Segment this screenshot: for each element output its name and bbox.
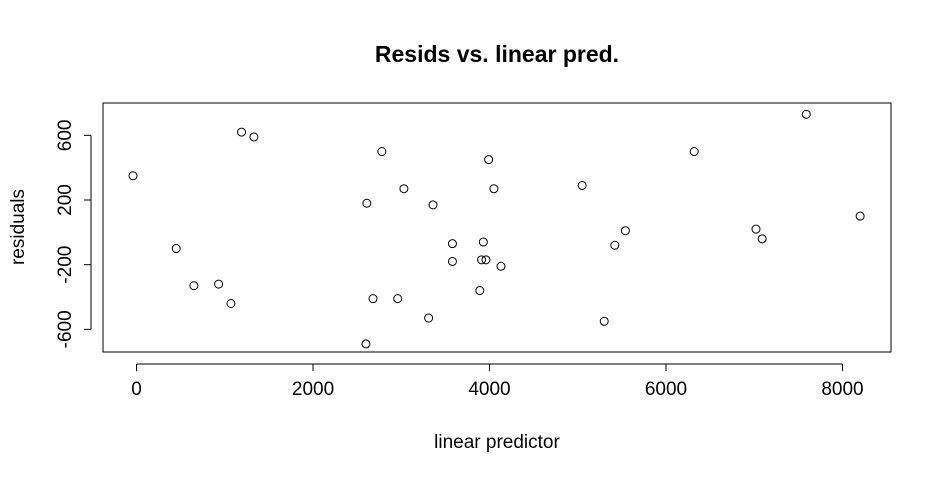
data-point (377, 147, 387, 157)
data-point (757, 234, 767, 244)
chart-title: Resids vs. linear pred. (375, 41, 619, 67)
x-tick-label: 0 (131, 379, 142, 400)
data-point (496, 261, 506, 271)
x-tick-label: 6000 (645, 379, 687, 400)
data-point (171, 244, 181, 254)
y-axis-label: residuals (8, 189, 29, 265)
data-point (447, 239, 457, 249)
data-point (428, 200, 438, 210)
data-point (361, 339, 371, 349)
data-point (481, 255, 491, 265)
x-tick-label: 8000 (821, 379, 863, 400)
data-point (484, 155, 494, 165)
data-point (447, 256, 457, 266)
x-axis-label: linear predictor (434, 432, 560, 453)
data-point (599, 316, 609, 326)
data-point (475, 286, 485, 296)
data-point (128, 171, 138, 181)
data-point (214, 279, 224, 289)
data-point (226, 298, 236, 308)
data-point (801, 109, 811, 119)
data-point (249, 132, 259, 142)
data-point (577, 180, 587, 190)
y-tick-label: 600 (55, 119, 76, 151)
x-tick-label: 4000 (468, 379, 510, 400)
data-point (399, 184, 409, 194)
x-axis: 0 2000 4000 6000 8000 (131, 363, 864, 400)
data-points (128, 109, 865, 349)
data-point (689, 147, 699, 157)
data-point (237, 127, 247, 137)
data-point (477, 255, 487, 265)
data-point (610, 240, 620, 250)
data-point (362, 198, 372, 208)
y-tick-label: -600 (55, 310, 76, 348)
data-point (189, 281, 199, 291)
data-point (489, 184, 499, 194)
y-tick-label: 200 (55, 184, 76, 216)
x-tick-label: 2000 (292, 379, 334, 400)
y-tick-label: -200 (55, 246, 76, 284)
data-point (751, 224, 761, 234)
y-axis: -600 -200 200 600 (55, 119, 92, 348)
data-point (368, 294, 378, 304)
data-point (855, 211, 865, 221)
data-point (424, 313, 434, 323)
data-point (478, 237, 488, 247)
data-point (393, 294, 403, 304)
plot-frame (102, 102, 892, 353)
data-point (620, 226, 630, 236)
